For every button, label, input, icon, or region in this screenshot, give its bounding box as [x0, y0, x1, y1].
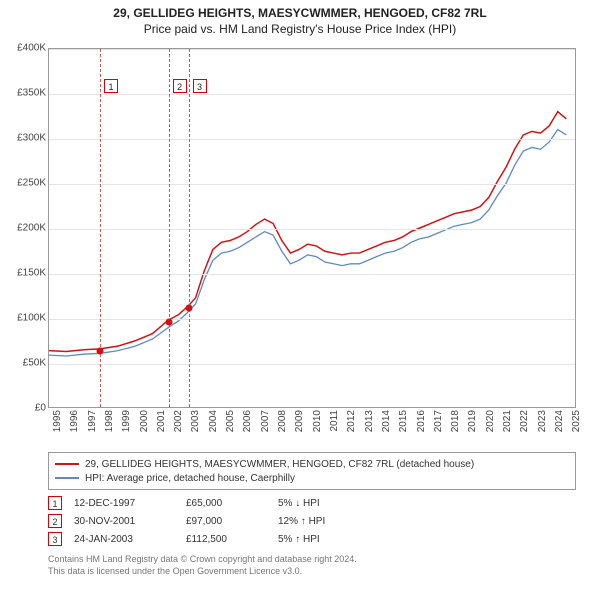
gridline-h	[49, 49, 575, 50]
x-axis-label: 2011	[329, 410, 340, 440]
event-delta: 12% ↑ HPI	[278, 516, 368, 527]
event-marker-dot	[97, 347, 104, 354]
event-marker-box: 3	[193, 79, 207, 93]
legend-swatch-property	[55, 463, 79, 465]
series-property	[49, 112, 566, 352]
x-axis-label: 2017	[433, 410, 444, 440]
x-axis-label: 2019	[467, 410, 478, 440]
footer-line2: This data is licensed under the Open Gov…	[48, 566, 576, 578]
x-axis-label: 2009	[294, 410, 305, 440]
event-num-box: 1	[48, 496, 62, 510]
x-axis-label: 2013	[364, 410, 375, 440]
legend-row-hpi: HPI: Average price, detached house, Caer…	[55, 471, 569, 485]
x-axis-label: 1998	[104, 410, 115, 440]
event-price: £97,000	[186, 516, 266, 527]
x-axis-label: 2012	[346, 410, 357, 440]
x-axis-label: 2007	[260, 410, 271, 440]
gridline-h	[49, 319, 575, 320]
event-delta: 5% ↑ HPI	[278, 534, 368, 545]
y-axis-label: £0	[0, 403, 46, 414]
event-row: 3 24-JAN-2003 £112,500 5% ↑ HPI	[48, 530, 576, 548]
x-axis-label: 2005	[225, 410, 236, 440]
event-date: 30-NOV-2001	[74, 516, 174, 527]
x-axis-label: 2016	[416, 410, 427, 440]
x-axis-label: 1995	[52, 410, 63, 440]
event-row: 2 30-NOV-2001 £97,000 12% ↑ HPI	[48, 512, 576, 530]
x-axis-label: 2024	[554, 410, 565, 440]
x-axis-label: 1997	[87, 410, 98, 440]
x-axis-label: 2000	[139, 410, 150, 440]
legend-box: 29, GELLIDEG HEIGHTS, MAESYCWMMER, HENGO…	[48, 452, 576, 490]
legend-swatch-hpi	[55, 477, 79, 479]
y-axis-label: £400K	[0, 43, 46, 54]
x-axis-label: 1996	[69, 410, 80, 440]
gridline-h	[49, 364, 575, 365]
gridline-h	[49, 184, 575, 185]
x-axis-label: 2008	[277, 410, 288, 440]
title-line1: 29, GELLIDEG HEIGHTS, MAESYCWMMER, HENGO…	[10, 6, 590, 20]
event-vline	[189, 49, 190, 407]
event-row: 1 12-DEC-1997 £65,000 5% ↓ HPI	[48, 494, 576, 512]
y-axis-label: £100K	[0, 313, 46, 324]
x-axis-label: 2001	[156, 410, 167, 440]
event-num-box: 3	[48, 532, 62, 546]
event-date: 12-DEC-1997	[74, 498, 174, 509]
x-axis-label: 2025	[571, 410, 582, 440]
legend-label-property: 29, GELLIDEG HEIGHTS, MAESYCWMMER, HENGO…	[85, 459, 474, 470]
event-marker-box: 2	[173, 79, 187, 93]
event-num-box: 2	[48, 514, 62, 528]
x-axis-label: 2002	[173, 410, 184, 440]
legend-label-hpi: HPI: Average price, detached house, Caer…	[85, 473, 295, 484]
x-axis-label: 2004	[208, 410, 219, 440]
y-axis-label: £350K	[0, 88, 46, 99]
y-axis-label: £200K	[0, 223, 46, 234]
x-axis-label: 2014	[381, 410, 392, 440]
gridline-h	[49, 139, 575, 140]
legend-row-property: 29, GELLIDEG HEIGHTS, MAESYCWMMER, HENGO…	[55, 457, 569, 471]
event-marker-box: 1	[104, 79, 118, 93]
x-axis-label: 2006	[242, 410, 253, 440]
series-hpi	[49, 130, 566, 356]
x-axis-label: 2023	[537, 410, 548, 440]
gridline-h	[49, 274, 575, 275]
event-price: £65,000	[186, 498, 266, 509]
y-axis-label: £300K	[0, 133, 46, 144]
y-axis-label: £250K	[0, 178, 46, 189]
event-vline	[169, 49, 170, 407]
event-date: 24-JAN-2003	[74, 534, 174, 545]
x-axis-label: 2020	[485, 410, 496, 440]
events-table: 1 12-DEC-1997 £65,000 5% ↓ HPI 2 30-NOV-…	[48, 494, 576, 548]
y-axis-label: £150K	[0, 268, 46, 279]
x-axis-label: 1999	[121, 410, 132, 440]
event-marker-dot	[185, 304, 192, 311]
x-axis-label: 2003	[190, 410, 201, 440]
y-axis-label: £50K	[0, 358, 46, 369]
chart-svg	[49, 49, 575, 407]
x-axis-label: 2018	[450, 410, 461, 440]
footer-attribution: Contains HM Land Registry data © Crown c…	[48, 554, 576, 577]
event-delta: 5% ↓ HPI	[278, 498, 368, 509]
event-price: £112,500	[186, 534, 266, 545]
x-axis-label: 2015	[398, 410, 409, 440]
footer-line1: Contains HM Land Registry data © Crown c…	[48, 554, 576, 566]
title-line2: Price paid vs. HM Land Registry's House …	[10, 22, 590, 36]
x-axis-label: 2010	[312, 410, 323, 440]
x-axis-label: 2022	[519, 410, 530, 440]
gridline-h	[49, 94, 575, 95]
chart-title-block: 29, GELLIDEG HEIGHTS, MAESYCWMMER, HENGO…	[0, 0, 600, 40]
x-axis-label: 2021	[502, 410, 513, 440]
chart-plot-area: 1 23	[48, 48, 576, 408]
event-marker-dot	[165, 318, 172, 325]
gridline-h	[49, 229, 575, 230]
